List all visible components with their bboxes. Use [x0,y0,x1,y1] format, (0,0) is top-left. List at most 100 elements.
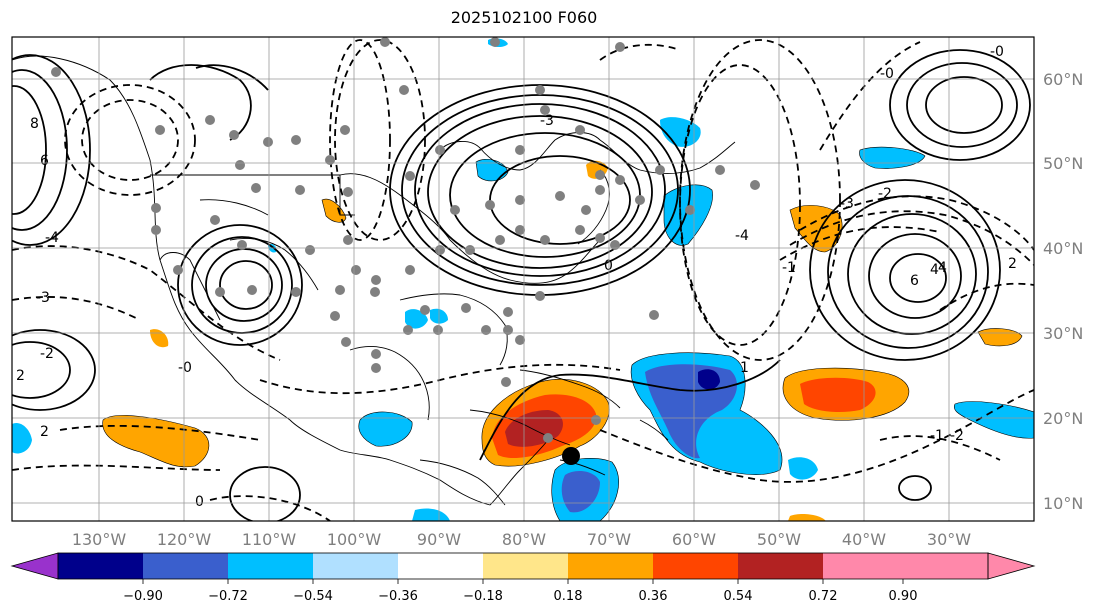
colorbar-tick-9: 0.72 [809,589,838,604]
contour-label-9: 6 [910,273,919,289]
graticule [12,37,1034,521]
longitude-axis: 130°W 120°W 110°W 100°W 90°W 80°W 70°W 6… [72,530,971,549]
contour-label-15: 4 [938,260,947,276]
dashed-wave-7 [799,195,1034,251]
dashed-low-west-1 [64,84,196,196]
colorbar-seg-5 [398,553,483,579]
lat-label-20n: 20°N [1043,409,1083,428]
contour-north-atlantic-2 [906,62,1018,148]
colorbar-seg-11 [987,552,1036,580]
contour-label-8: 4 [930,262,939,278]
contour-label-17: 0 [195,494,204,510]
colorbar-seg-6 [483,553,568,579]
lon-label-30w: 30°W [927,530,971,549]
lon-label-120w: 120°W [157,530,212,549]
dashed-wave-14 [599,43,681,61]
contour-label-6: -0 [990,44,1004,60]
contour-sw-pacific-2 [12,341,71,399]
colorbar-frame [57,552,989,580]
contour-label-24: 2 [1008,256,1017,272]
dashed-wave-3 [259,363,621,395]
contour-label-23: 0 [604,258,613,274]
colorbar-tick-marks [142,579,904,584]
dashed-wave-10 [819,41,921,151]
colorbar-tick-10: 0.90 [889,589,918,604]
contour-pacific-1 [12,54,91,246]
contour-label-11: -0 [880,66,894,82]
contour-north-atlantic-3 [925,76,1003,134]
colorbar-seg-7 [568,553,653,579]
dashed-wave-8 [789,210,1034,266]
dashed-trough-4 [679,64,801,346]
lat-label-10n: 10°N [1043,494,1083,513]
contour-label-2: -3 [540,113,554,129]
contour-label-13: -4 [45,230,59,246]
colorbar-seg-10 [823,553,988,579]
contour-wave-3 [195,64,269,91]
negative-anomaly-labrador [660,117,701,147]
contour-sw-4 [219,260,273,310]
map-frame [11,36,1035,522]
contour-label-10: 8 [30,116,39,132]
dashed-contours [12,39,1034,521]
negative-anomaly-pacific-south [412,508,450,521]
lon-label-80w: 80°W [502,530,546,549]
negative-anomaly-newfoundland [663,184,713,246]
contour-low-ne-4 [427,115,653,269]
dashed-low-west-2 [81,99,179,181]
contour-label-3: -2 [40,346,54,362]
lon-label-90w: 90°W [417,530,461,549]
lon-label-50w: 50°W [757,530,801,549]
contour-atlantic-1 [809,179,1001,361]
contour-atlantic-5 [889,253,947,303]
colorbar-tick-2: −0.72 [208,589,248,604]
lat-label-30n: 30°N [1043,324,1083,343]
contour-label-16: 6 [40,153,49,169]
contour-labels: -3 -3 -2 -4 -0 -0 2 4 6 8 -0 2 -4 -2 4 6… [16,44,1017,510]
colorbar-tick-7: 0.36 [639,589,668,604]
contour-label-14: -2 [950,428,964,444]
contour-atlantic-3 [847,213,977,335]
dashed-trough-1 [334,39,426,241]
negative-anomaly-west [12,422,32,454]
colorbar-seg-4 [313,553,398,579]
dashed-trough-2 [329,39,391,241]
lon-label-70w: 70°W [587,530,631,549]
dashed-wave-9 [779,226,941,261]
storm-center-marker [562,447,580,465]
colorbar-seg-9 [738,553,823,579]
contour-label-12: 2 [40,424,49,440]
colorbar-seg-1 [58,553,143,579]
dashed-wave-11 [939,282,1034,311]
lon-label-100w: 100°W [327,530,382,549]
negative-anomaly-atlantic-peak [698,369,720,390]
station-dots [51,37,760,443]
dashed-wave-4 [12,464,221,471]
contour-label-22: -2 [878,186,892,202]
contour-sw-1 [177,224,303,346]
colorbar-seg-3 [228,553,313,579]
colorbar: −0.90 −0.72 −0.54 −0.36 −0.18 0.18 0.36 … [10,552,1036,604]
contour-label-4: -4 [735,228,749,244]
lon-label-60w: 60°W [672,530,716,549]
contour-label-18: -1 [782,260,796,276]
colorbar-tick-6: 0.18 [554,589,583,604]
positive-anomaly-plains [321,198,347,223]
lon-label-110w: 110°W [242,530,297,549]
negative-anomaly-gulf [358,411,413,447]
dashed-trough-3 [679,39,841,361]
dashed-wave-13 [209,495,331,521]
positive-anomaly-south [788,513,826,521]
colorbar-seg-0 [10,552,59,580]
lat-label-40n: 40°N [1043,239,1083,258]
negative-anomaly-caribbean-core [561,470,600,513]
contour-pacific-2 [12,69,68,231]
latitude-axis: 60°N 50°N 40°N 30°N 20°N 10°N [1043,70,1083,513]
colorbar-tick-4: −0.36 [378,589,418,604]
colorbar-seg-8 [653,553,738,579]
contour-mexico [229,466,301,521]
lat-label-60n: 60°N [1043,70,1083,89]
dashed-wave-6 [599,389,1034,483]
lon-label-40w: 40°W [842,530,886,549]
dashed-wave-5 [59,424,261,441]
